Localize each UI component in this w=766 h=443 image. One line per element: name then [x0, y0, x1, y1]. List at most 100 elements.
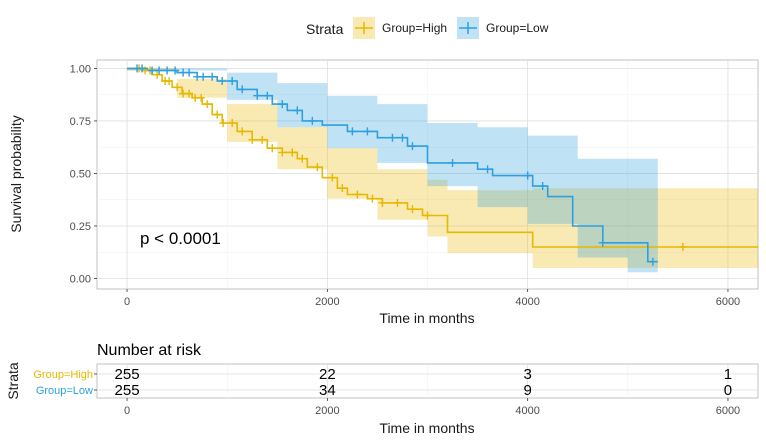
censor-mark-high — [173, 83, 182, 92]
censor-mark-low — [483, 165, 492, 174]
censor-mark-high — [213, 110, 222, 119]
x-tick-label: 6000 — [716, 296, 740, 308]
censor-mark-high — [258, 135, 267, 144]
risk-table: Number at risk 255 22 3 1 255 34 9 0 Group=High… — [5, 342, 759, 436]
censor-mark-low — [308, 116, 317, 125]
censor-mark-high — [408, 205, 417, 214]
censor-mark-low — [538, 182, 547, 191]
legend: Strata Group=High Group=Low — [306, 17, 549, 39]
survival-plot-panel: 0.00 0.25 0.50 0.75 1.00 0 2000 4000 6000 p < 0… — [8, 59, 759, 326]
censor-mark-low — [138, 64, 147, 73]
censor-mark-low — [363, 127, 372, 136]
risk-x-tick-label: 2000 — [315, 405, 339, 417]
censor-mark-low — [598, 238, 607, 247]
censor-mark-high — [368, 194, 377, 203]
censor-mark-low — [293, 106, 302, 115]
censor-mark-low — [408, 142, 417, 151]
censor-mark-low — [263, 91, 272, 100]
censor-mark-high — [288, 148, 297, 157]
risk-cell: 3 — [523, 366, 531, 383]
censor-mark-low — [448, 158, 457, 167]
legend-key-low — [457, 17, 479, 39]
risk-cell: 34 — [319, 382, 336, 399]
censor-mark-high — [165, 77, 174, 86]
censor-mark-high — [328, 173, 337, 182]
y-tick-label: 0.50 — [70, 168, 91, 180]
x-tick-label: 2000 — [315, 296, 339, 308]
risk-row-label: Group=High — [33, 369, 93, 381]
censor-marks — [133, 64, 687, 266]
y-axis-ticks: 0.00 0.25 0.50 0.75 1.00 — [70, 63, 97, 285]
censor-mark-low — [253, 91, 262, 100]
censor-mark-low — [155, 66, 164, 75]
x-axis-ticks: 0 2000 4000 6000 — [124, 289, 740, 308]
censor-mark-low — [148, 66, 157, 75]
risk-x-tick-label: 0 — [124, 405, 130, 417]
censor-mark-high — [338, 184, 347, 193]
risk-cell: 1 — [724, 366, 732, 383]
censor-mark-low — [171, 66, 180, 75]
censor-mark-high — [298, 154, 307, 163]
risk-cell: 9 — [523, 382, 531, 399]
censor-mark-high — [393, 198, 402, 207]
x-tick-label: 0 — [124, 296, 130, 308]
risk-table-x-ticks: 0 2000 4000 6000 — [124, 398, 740, 417]
legend-title: Strata — [306, 21, 344, 37]
risk-x-tick-label: 4000 — [515, 405, 539, 417]
censor-mark-high — [197, 93, 206, 102]
censor-mark-low — [238, 85, 247, 94]
ci-band-low — [127, 68, 658, 273]
risk-table-cells: 255 22 3 1 255 34 9 0 — [115, 366, 733, 399]
survival-curve-low — [127, 67, 658, 263]
censor-mark-high — [153, 70, 162, 79]
risk-row-label: Group=Low — [36, 385, 93, 397]
risk-table-y-title: Strata — [5, 362, 21, 400]
censor-mark-high — [203, 100, 212, 109]
risk-table-x-title: Time in months — [379, 420, 474, 436]
legend-key-high — [353, 17, 375, 39]
censor-mark-low — [348, 127, 357, 136]
censor-mark-low — [199, 72, 208, 81]
censor-mark-low — [208, 72, 217, 81]
censor-mark-low — [163, 66, 172, 75]
y-tick-label: 0.25 — [70, 221, 91, 233]
confidence-bands — [127, 68, 758, 273]
censor-mark-high — [278, 148, 287, 157]
x-tick-label: 4000 — [515, 296, 539, 308]
y-tick-label: 0.75 — [70, 116, 91, 128]
censor-mark-low — [278, 100, 287, 109]
legend-label-high: Group=High — [382, 21, 447, 35]
y-tick-label: 1.00 — [70, 63, 91, 75]
risk-cell: 22 — [319, 366, 336, 383]
censor-mark-low — [523, 171, 532, 180]
risk-cell: 255 — [115, 366, 140, 383]
censor-mark-high — [268, 144, 277, 153]
legend-label-low: Group=Low — [486, 21, 549, 35]
censor-mark-high — [219, 119, 228, 128]
risk-cell: 255 — [115, 382, 140, 399]
ci-band-high — [127, 68, 758, 269]
y-axis-title: Survival probability — [8, 115, 24, 233]
p-value-annotation: p < 0.0001 — [140, 229, 221, 248]
censor-mark-high — [423, 211, 432, 220]
risk-x-tick-label: 6000 — [716, 405, 740, 417]
censor-mark-high — [228, 119, 237, 128]
risk-table-title: Number at risk — [97, 342, 202, 359]
censor-mark-high — [678, 242, 687, 251]
x-axis-title: Time in months — [379, 310, 474, 326]
y-tick-label: 0.00 — [70, 273, 91, 285]
censor-mark-low — [648, 257, 657, 266]
risk-cell: 0 — [724, 382, 732, 399]
censor-mark-high — [378, 198, 387, 207]
risk-table-row-labels: Group=High Group=Low — [33, 369, 97, 397]
risk-table-gridlines — [97, 364, 758, 398]
censor-mark-low — [388, 133, 397, 142]
censor-mark-low — [228, 77, 237, 86]
censor-mark-high — [185, 89, 194, 98]
censor-mark-high — [248, 135, 257, 144]
censor-mark-low — [398, 133, 407, 142]
censor-mark-high — [238, 127, 247, 136]
censor-mark-high — [313, 163, 322, 172]
censor-mark-low — [218, 77, 227, 86]
